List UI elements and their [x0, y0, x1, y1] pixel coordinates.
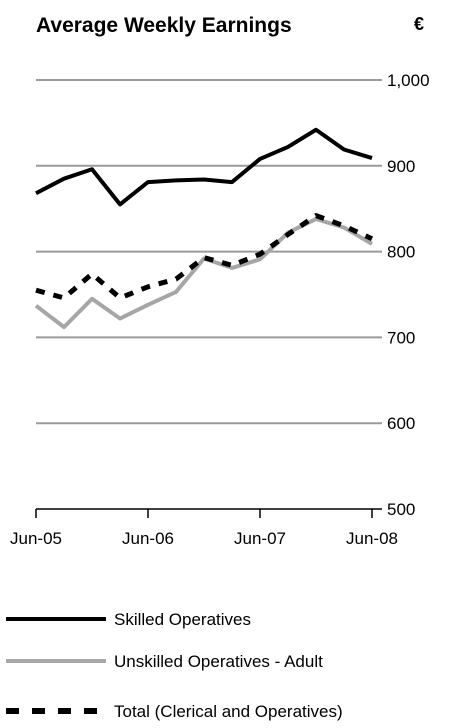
- series-lines: [34, 127, 374, 330]
- series-line: [34, 216, 374, 330]
- x-axis: Jun-05 Jun-06 Jun-07 Jun-08: [10, 508, 398, 548]
- y-tick-label: 900: [387, 157, 415, 176]
- x-tick-label: Jun-07: [234, 529, 286, 548]
- y-tick-label: 600: [387, 414, 415, 433]
- y-tick-label: 700: [387, 328, 415, 347]
- series-line: [35, 127, 373, 207]
- y-axis-labels: 1,000 900 800 700 600 500: [387, 71, 430, 519]
- legend-label: Unskilled Operatives - Adult: [114, 652, 323, 671]
- chart-title: Average Weekly Earnings: [36, 14, 292, 37]
- x-tick-label: Jun-05: [10, 529, 62, 548]
- y-tick-label: 800: [387, 243, 415, 262]
- y-tick-label: 500: [387, 500, 415, 519]
- x-tick-label: Jun-06: [122, 529, 174, 548]
- legend-label: Total (Clerical and Operatives): [114, 702, 343, 721]
- x-tick-label: Jun-08: [346, 529, 398, 548]
- gridlines: [36, 79, 382, 425]
- legend-label: Skilled Operatives: [114, 610, 251, 629]
- y-tick-label: 1,000: [387, 71, 430, 90]
- legend: Skilled Operatives Unskilled Operatives -…: [6, 610, 343, 721]
- unit-label: €: [414, 14, 424, 34]
- series-line: [35, 213, 374, 301]
